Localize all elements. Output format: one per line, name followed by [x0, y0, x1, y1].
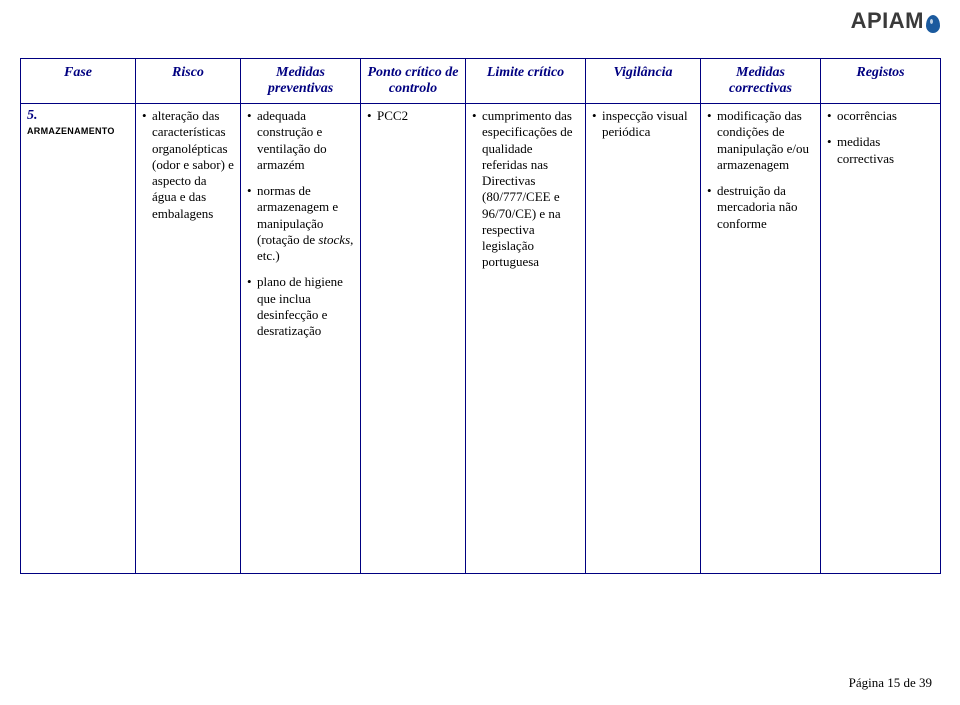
risco-item: alteração das características organolépt… — [142, 108, 234, 222]
cell-limite: cumprimento das especificações de qualid… — [466, 104, 586, 574]
cell-medidas-corr: modificação das condições de manipulação… — [701, 104, 821, 574]
cell-risco: alteração das características organolépt… — [136, 104, 241, 574]
col-header-medidas-corr: Medidas correctivas — [701, 59, 821, 104]
medidas-prev-item: adequada construção e ventilação do arma… — [247, 108, 354, 173]
page-footer: Página 15 de 39 — [849, 675, 932, 691]
limite-item: cumprimento das especificações de qualid… — [472, 108, 579, 271]
registos-item: medidas correctivas — [827, 134, 934, 167]
vigilancia-item: inspecção visual periódica — [592, 108, 694, 141]
col-header-limite: Limite crítico — [466, 59, 586, 104]
medidas-prev-item: plano de higiene que inclua desinfecção … — [247, 274, 354, 339]
cell-vigilancia: inspecção visual periódica — [586, 104, 701, 574]
col-header-ponto: Ponto crítico de controlo — [361, 59, 466, 104]
cell-fase: 5. ARMAZENAMENTO — [21, 104, 136, 574]
medidas-corr-item: destruição da mercadoria não conforme — [707, 183, 814, 232]
haccp-table: Fase Risco Medidas preventivas Ponto crí… — [20, 58, 941, 574]
fase-name: ARMAZENAMENTO — [27, 126, 129, 136]
registos-item: ocorrências — [827, 108, 934, 124]
medidas-corr-item: modificação das condições de manipulação… — [707, 108, 814, 173]
medidas-prev-item: normas de armazenagem e manipulação (rot… — [247, 183, 354, 264]
col-header-medidas-prev: Medidas preventivas — [241, 59, 361, 104]
cell-medidas-prev: adequada construção e ventilação do arma… — [241, 104, 361, 574]
col-header-registos: Registos — [821, 59, 941, 104]
col-header-vigilancia: Vigilância — [586, 59, 701, 104]
water-drop-icon — [926, 15, 940, 33]
cell-ponto: PCC2 — [361, 104, 466, 574]
ponto-item: PCC2 — [367, 108, 459, 124]
table-header-row: Fase Risco Medidas preventivas Ponto crí… — [21, 59, 941, 104]
table-row: 5. ARMAZENAMENTO alteração das caracterí… — [21, 104, 941, 574]
cell-registos: ocorrências medidas correctivas — [821, 104, 941, 574]
brand-logo: APIAM — [851, 8, 940, 34]
col-header-fase: Fase — [21, 59, 136, 104]
logo-text: APIAM — [851, 8, 924, 34]
fase-number: 5. — [27, 108, 129, 124]
col-header-risco: Risco — [136, 59, 241, 104]
